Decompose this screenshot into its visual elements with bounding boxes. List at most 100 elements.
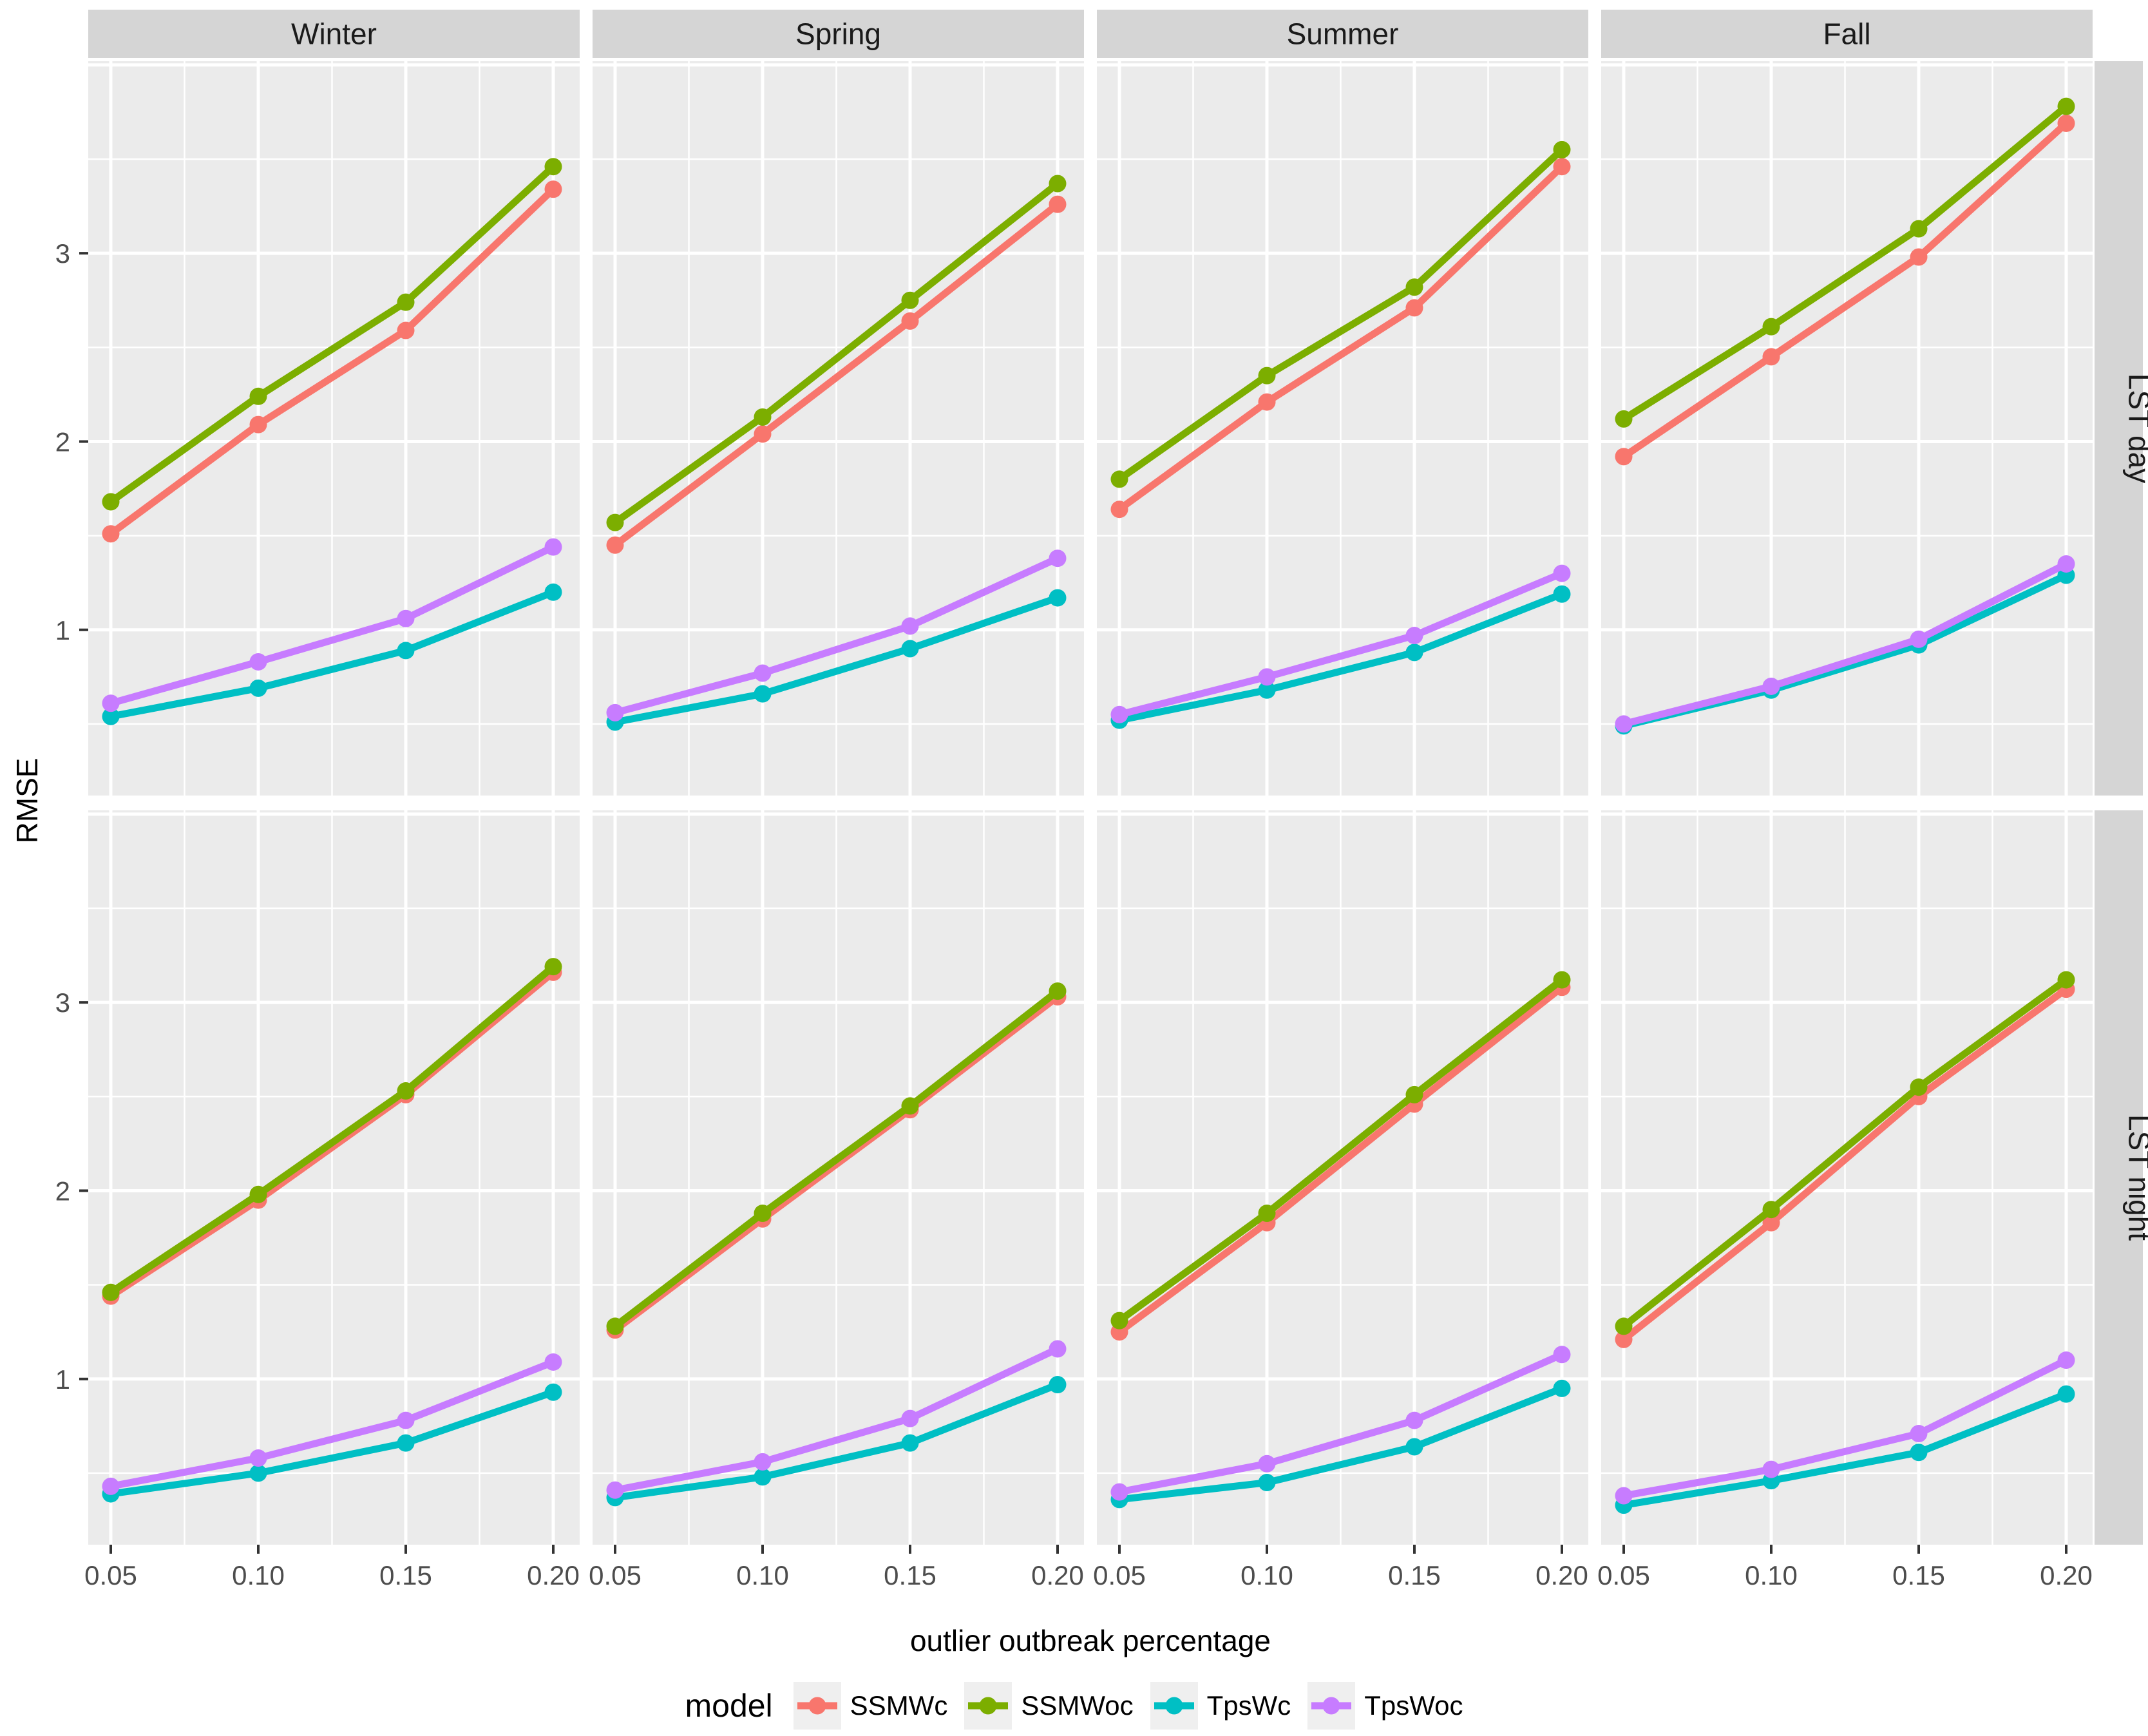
strip-background xyxy=(593,10,1084,58)
data-point-TpsWc xyxy=(249,679,267,697)
data-point-TpsWc xyxy=(397,1434,415,1452)
x-tick-label: 0.20 xyxy=(1535,1560,1588,1590)
y-axis-title: RMSE xyxy=(10,758,44,844)
data-point-TpsWc xyxy=(1049,589,1067,607)
data-point-TpsWc xyxy=(1910,1444,1928,1462)
data-point-TpsWoc xyxy=(544,538,562,556)
data-point-TpsWc xyxy=(901,1434,919,1452)
data-point-SSMWoc xyxy=(901,1097,919,1115)
series-SSMWoc xyxy=(102,158,562,511)
data-point-TpsWc xyxy=(544,583,562,601)
series-TpsWoc xyxy=(102,538,562,712)
panel-LST-day-Summer xyxy=(1097,61,1588,796)
series-line-TpsWc xyxy=(1116,590,1566,724)
legend-item-label: TpsWoc xyxy=(1364,1690,1463,1721)
data-point-TpsWoc xyxy=(1910,630,1928,648)
data-point-SSMWc xyxy=(1110,501,1128,519)
data-point-SSMWoc xyxy=(249,1185,267,1203)
series-SSMWoc xyxy=(606,175,1067,531)
series-SSMWc xyxy=(102,180,562,543)
strip-label: Fall xyxy=(1823,17,1870,51)
data-point-TpsWc xyxy=(544,1383,562,1401)
data-point-SSMWc xyxy=(102,525,120,543)
series-line-SSMWoc xyxy=(1116,976,1566,1324)
series-line-TpsWoc xyxy=(1116,1351,1566,1496)
data-point-SSMWc xyxy=(1762,1214,1780,1232)
panel-background xyxy=(1097,61,1588,796)
data-point-TpsWc xyxy=(901,640,919,658)
facet-strip-Winter: Winter xyxy=(88,10,580,58)
data-point-TpsWc xyxy=(249,1464,267,1482)
series-line-SSMWc xyxy=(611,200,1061,549)
data-point-TpsWoc xyxy=(1049,549,1067,568)
legend-item-TpsWoc: TpsWoc xyxy=(1307,1681,1463,1730)
panel-background xyxy=(1601,61,2093,796)
data-point-SSMWoc xyxy=(544,958,562,976)
series-line-SSMWc xyxy=(611,993,1061,1334)
series-TpsWoc xyxy=(1110,1346,1571,1501)
x-tick-label: 0.05 xyxy=(84,1560,137,1590)
panel-LST-day-Spring xyxy=(593,61,1084,796)
data-point-TpsWc xyxy=(754,685,772,703)
data-point-SSMWoc xyxy=(606,513,624,531)
series-line-TpsWoc xyxy=(1116,569,1566,718)
data-point-TpsWoc xyxy=(1049,1340,1067,1358)
data-point-TpsWc xyxy=(102,707,120,725)
data-point-TpsWoc xyxy=(1405,627,1423,645)
data-point-TpsWoc xyxy=(102,694,120,712)
x-tick-label: 0.20 xyxy=(527,1560,580,1590)
x-tick-label: 0.20 xyxy=(1031,1560,1084,1590)
series-SSMWoc xyxy=(1615,971,2075,1335)
data-point-TpsWoc xyxy=(249,1449,267,1467)
data-point-SSMWc xyxy=(1049,195,1067,213)
data-point-SSMWc xyxy=(1910,248,1928,266)
data-point-TpsWoc xyxy=(606,1481,624,1499)
strip-background xyxy=(1097,10,1588,58)
data-point-TpsWc xyxy=(2057,1385,2075,1403)
legend-key-glyph xyxy=(1154,1697,1194,1714)
series-line-SSMWc xyxy=(107,186,557,538)
series-line-TpsWc xyxy=(1116,1384,1566,1503)
series-line-SSMWoc xyxy=(1620,976,2070,1330)
data-point-TpsWoc xyxy=(1258,668,1276,686)
strip-background xyxy=(2095,810,2143,1545)
data-point-SSMWoc xyxy=(102,493,120,511)
data-point-SSMWoc xyxy=(754,1205,772,1223)
x-tick-label: 0.15 xyxy=(884,1560,936,1590)
series-SSMWc xyxy=(606,195,1067,554)
strip-label: Spring xyxy=(795,17,881,51)
series-line-SSMWoc xyxy=(611,987,1061,1330)
data-point-SSMWc xyxy=(1762,348,1780,366)
series-line-SSMWoc xyxy=(1116,146,1566,483)
legend-key-glyph xyxy=(1311,1697,1352,1714)
legend-key-icon xyxy=(964,1681,1012,1730)
data-point-TpsWoc xyxy=(754,664,772,682)
series-line-TpsWoc xyxy=(107,543,557,707)
data-point-SSMWoc xyxy=(2057,971,2075,989)
y-tick-label: 3 xyxy=(55,238,70,269)
facet-strip-Spring: Spring xyxy=(593,10,1084,58)
data-point-TpsWoc xyxy=(1553,1346,1571,1364)
data-point-SSMWoc xyxy=(1615,1317,1633,1335)
data-point-TpsWc xyxy=(1258,1474,1276,1492)
strip-background xyxy=(2095,61,2143,796)
series-line-TpsWc xyxy=(611,594,1061,726)
data-point-SSMWc xyxy=(606,536,624,554)
strip-background xyxy=(88,10,580,58)
x-tick-label: 0.20 xyxy=(2040,1560,2093,1590)
series-line-SSMWc xyxy=(1620,986,2070,1343)
x-tick-label: 0.05 xyxy=(589,1560,642,1590)
series-SSMWc xyxy=(1615,980,2075,1348)
series-line-TpsWoc xyxy=(107,1358,557,1490)
series-line-SSMWc xyxy=(1620,119,2070,461)
x-axis-title: outlier outbreak percentage xyxy=(909,1624,1271,1657)
data-point-TpsWoc xyxy=(754,1453,772,1471)
data-point-SSMWoc xyxy=(1553,971,1571,989)
series-SSMWoc xyxy=(102,958,562,1301)
panel-background xyxy=(593,61,1084,796)
data-point-SSMWoc xyxy=(606,1317,624,1335)
series-TpsWoc xyxy=(606,549,1067,721)
series-line-TpsWc xyxy=(611,1381,1061,1502)
data-point-TpsWoc xyxy=(544,1353,562,1371)
data-point-TpsWoc xyxy=(1910,1425,1928,1443)
